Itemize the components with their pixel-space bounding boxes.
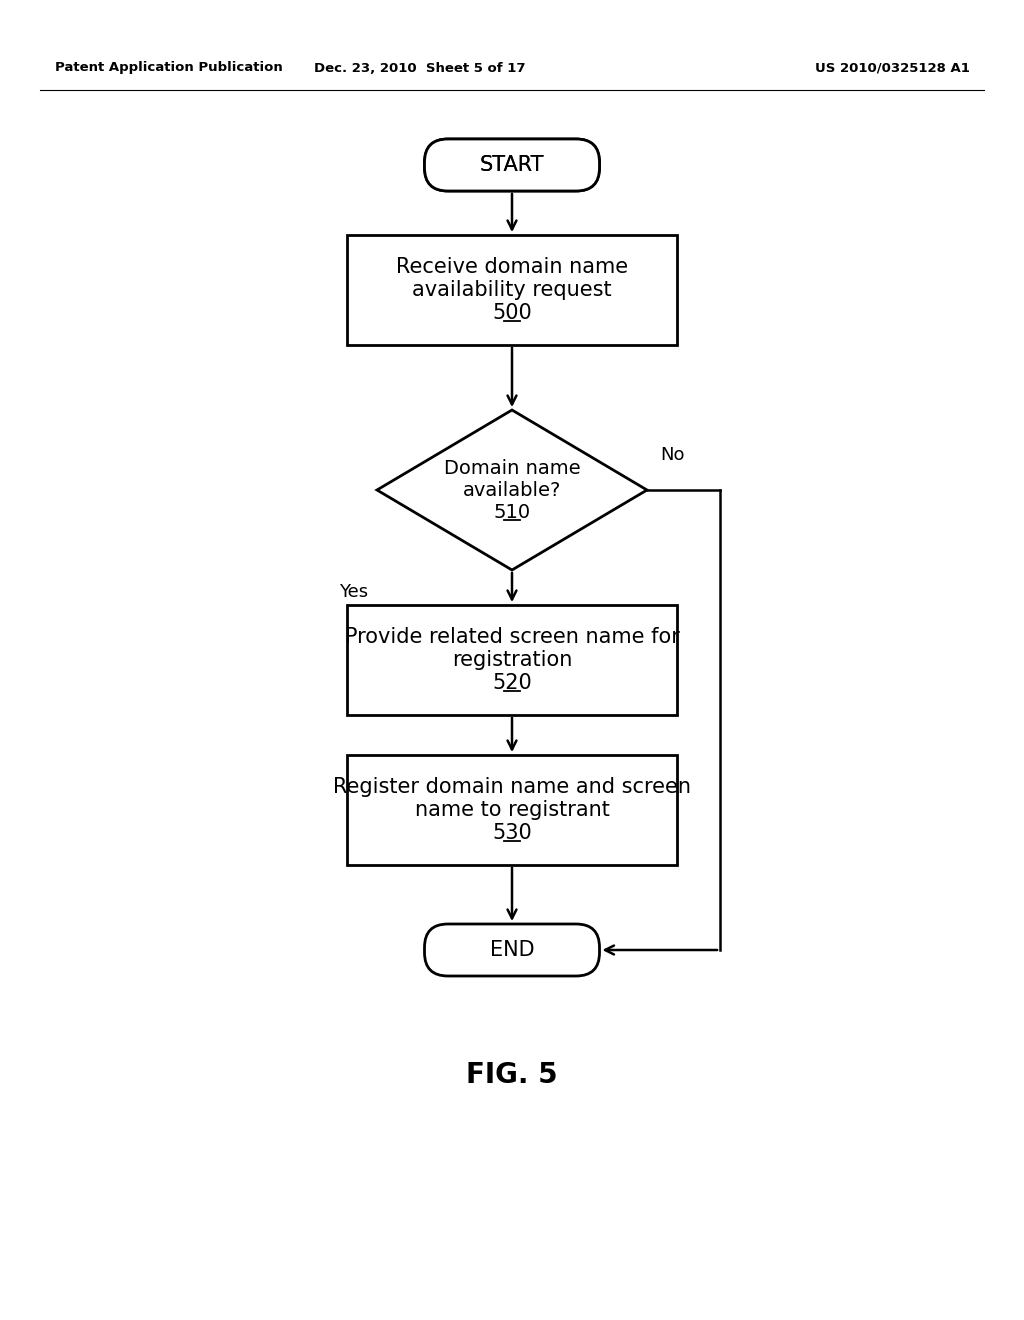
Text: Patent Application Publication: Patent Application Publication [55, 62, 283, 74]
Text: 530: 530 [493, 822, 531, 843]
Text: 520: 520 [493, 673, 531, 693]
FancyBboxPatch shape [425, 924, 599, 975]
Text: availability request: availability request [413, 280, 611, 300]
Text: available?: available? [463, 480, 561, 499]
FancyBboxPatch shape [425, 139, 599, 191]
Bar [347, 605, 677, 715]
Bar [347, 755, 677, 865]
Text: No: No [660, 446, 684, 465]
Text: 500: 500 [493, 304, 531, 323]
Text: US 2010/0325128 A1: US 2010/0325128 A1 [815, 62, 970, 74]
FancyBboxPatch shape [425, 139, 599, 191]
Text: Register domain name and screen: Register domain name and screen [333, 777, 691, 797]
Text: Domain name: Domain name [443, 458, 581, 478]
Text: 510: 510 [494, 503, 530, 521]
Text: Dec. 23, 2010  Sheet 5 of 17: Dec. 23, 2010 Sheet 5 of 17 [314, 62, 525, 74]
Text: name to registrant: name to registrant [415, 800, 609, 820]
Text: Provide related screen name for: Provide related screen name for [344, 627, 680, 647]
Text: END: END [489, 940, 535, 960]
Text: Receive domain name: Receive domain name [396, 257, 628, 277]
Text: START: START [480, 154, 544, 176]
Polygon shape [377, 411, 647, 570]
Text: Yes: Yes [339, 583, 368, 601]
Text: registration: registration [452, 649, 572, 671]
Text: FIG. 5: FIG. 5 [466, 1061, 558, 1089]
Text: START: START [480, 154, 544, 176]
Bar [347, 235, 677, 345]
